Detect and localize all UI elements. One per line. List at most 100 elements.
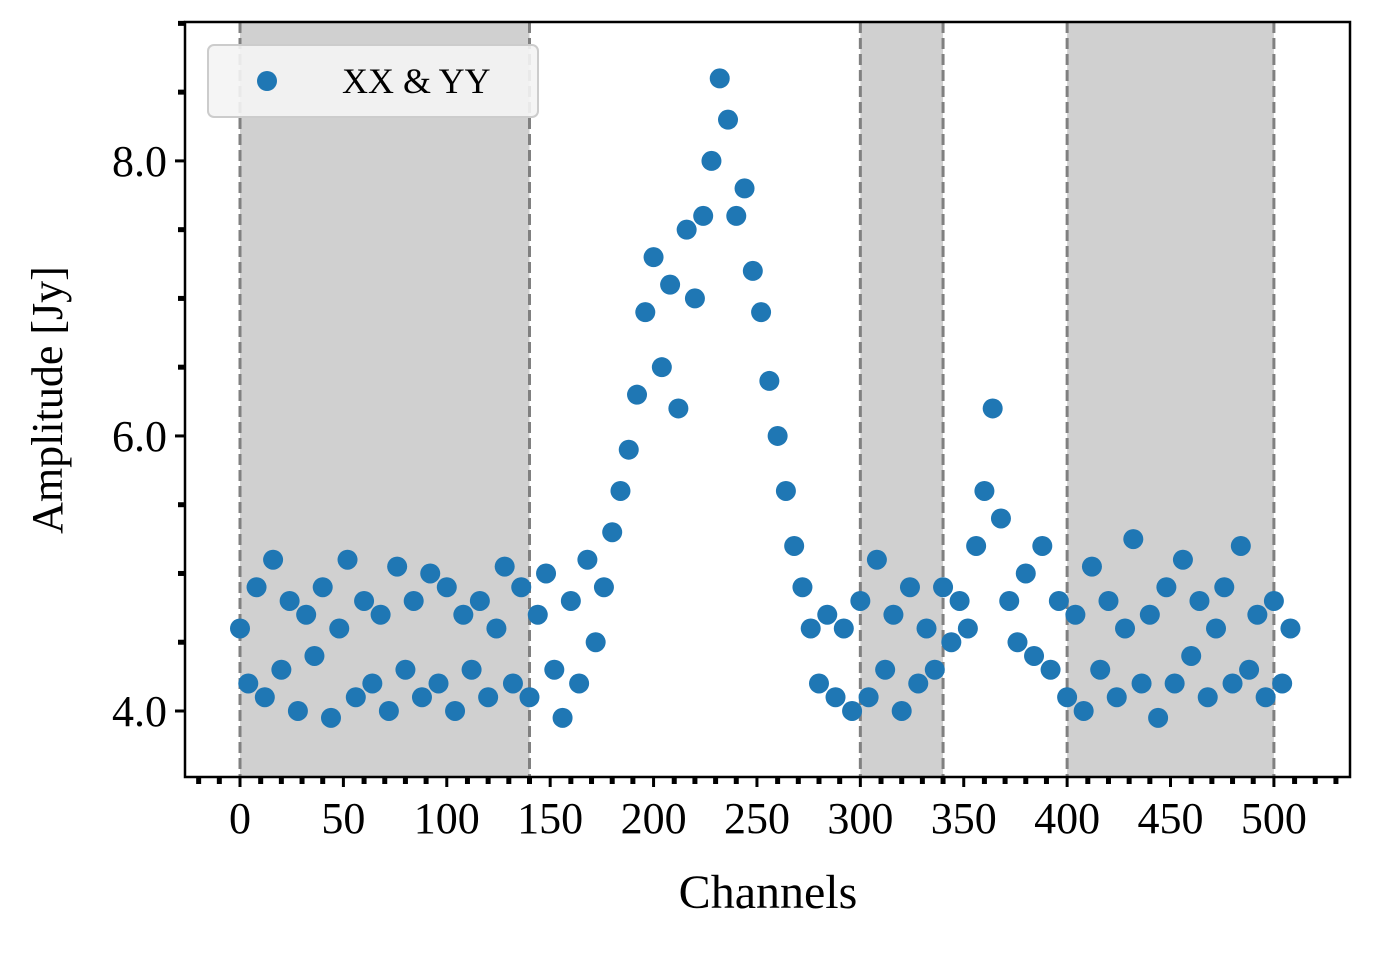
data-point xyxy=(933,577,954,598)
x-axis-label: Channels xyxy=(679,866,858,919)
data-point xyxy=(1090,659,1111,680)
data-point xyxy=(1015,563,1036,584)
data-point xyxy=(1156,577,1177,598)
data-point xyxy=(643,247,664,268)
x-tick-label: 300 xyxy=(827,794,893,843)
data-point xyxy=(833,618,854,639)
data-point xyxy=(1081,556,1102,577)
data-point xyxy=(577,549,598,570)
data-point xyxy=(1280,618,1301,639)
data-point xyxy=(990,508,1011,529)
data-point xyxy=(593,577,614,598)
data-point xyxy=(527,604,548,625)
data-point xyxy=(966,535,987,556)
legend-label: XX & YY xyxy=(342,61,491,101)
shaded-span xyxy=(1067,22,1274,777)
data-point xyxy=(618,439,639,460)
data-point xyxy=(585,632,606,653)
data-point xyxy=(800,618,821,639)
data-point xyxy=(709,68,730,89)
data-point xyxy=(825,687,846,708)
data-point xyxy=(428,673,449,694)
data-point xyxy=(883,604,904,625)
data-point xyxy=(1148,707,1169,728)
data-point xyxy=(817,604,838,625)
data-point xyxy=(767,425,788,446)
data-point xyxy=(296,604,317,625)
data-point xyxy=(684,288,705,309)
x-tick-label: 250 xyxy=(724,794,790,843)
shaded-span xyxy=(860,22,944,777)
data-point xyxy=(329,618,350,639)
data-point xyxy=(569,673,590,694)
data-point xyxy=(254,687,275,708)
x-tick-label: 150 xyxy=(517,794,583,843)
data-point xyxy=(354,590,375,611)
data-point xyxy=(560,590,581,611)
data-point xyxy=(1106,687,1127,708)
data-point xyxy=(246,577,267,598)
data-point xyxy=(544,659,565,680)
data-point xyxy=(1007,632,1028,653)
data-point xyxy=(453,604,474,625)
data-point xyxy=(908,673,929,694)
data-point xyxy=(1123,529,1144,550)
data-point xyxy=(858,687,879,708)
data-point xyxy=(1057,687,1078,708)
data-point xyxy=(784,535,805,556)
data-point xyxy=(759,370,780,391)
x-tick-label: 350 xyxy=(931,794,997,843)
data-point xyxy=(362,673,383,694)
data-point xyxy=(808,673,829,694)
data-point xyxy=(519,687,540,708)
data-point xyxy=(1272,673,1293,694)
x-tick-label: 100 xyxy=(414,794,480,843)
data-point xyxy=(701,150,722,171)
data-point xyxy=(552,707,573,728)
data-point xyxy=(271,659,292,680)
data-point xyxy=(775,480,796,501)
y-tick-label: 8.0 xyxy=(112,137,167,186)
data-point xyxy=(1131,673,1152,694)
data-point xyxy=(1115,618,1136,639)
x-tick-label: 50 xyxy=(321,794,365,843)
data-point xyxy=(1189,590,1210,611)
legend-marker xyxy=(257,71,277,91)
legend: XX & YY xyxy=(207,44,539,118)
y-axis-label: Amplitude [Jy] xyxy=(23,266,72,534)
data-point xyxy=(1206,618,1227,639)
data-point xyxy=(511,577,532,598)
data-point xyxy=(1222,673,1243,694)
data-point xyxy=(1040,659,1061,680)
data-point xyxy=(1032,535,1053,556)
y-tick-label: 4.0 xyxy=(112,687,167,736)
data-point xyxy=(1247,604,1268,625)
data-point xyxy=(1255,687,1276,708)
data-point xyxy=(718,109,739,130)
data-point xyxy=(420,563,441,584)
data-point xyxy=(502,673,523,694)
plot-frame xyxy=(183,20,1352,779)
data-point xyxy=(1024,645,1045,666)
data-point xyxy=(668,398,689,419)
data-point xyxy=(411,687,432,708)
data-point xyxy=(676,219,697,240)
series xyxy=(230,68,1301,728)
data-point xyxy=(486,618,507,639)
data-point xyxy=(999,590,1020,611)
x-tick-label: 0 xyxy=(229,794,251,843)
data-point xyxy=(792,577,813,598)
data-point xyxy=(1065,604,1086,625)
data-point xyxy=(610,480,631,501)
x-tick-label: 500 xyxy=(1241,794,1307,843)
data-point xyxy=(445,700,466,721)
data-point xyxy=(875,659,896,680)
data-point xyxy=(1230,535,1251,556)
data-point xyxy=(370,604,391,625)
data-point xyxy=(287,700,308,721)
data-point xyxy=(866,549,887,570)
x-tick-label: 450 xyxy=(1138,794,1204,843)
data-point xyxy=(949,590,970,611)
